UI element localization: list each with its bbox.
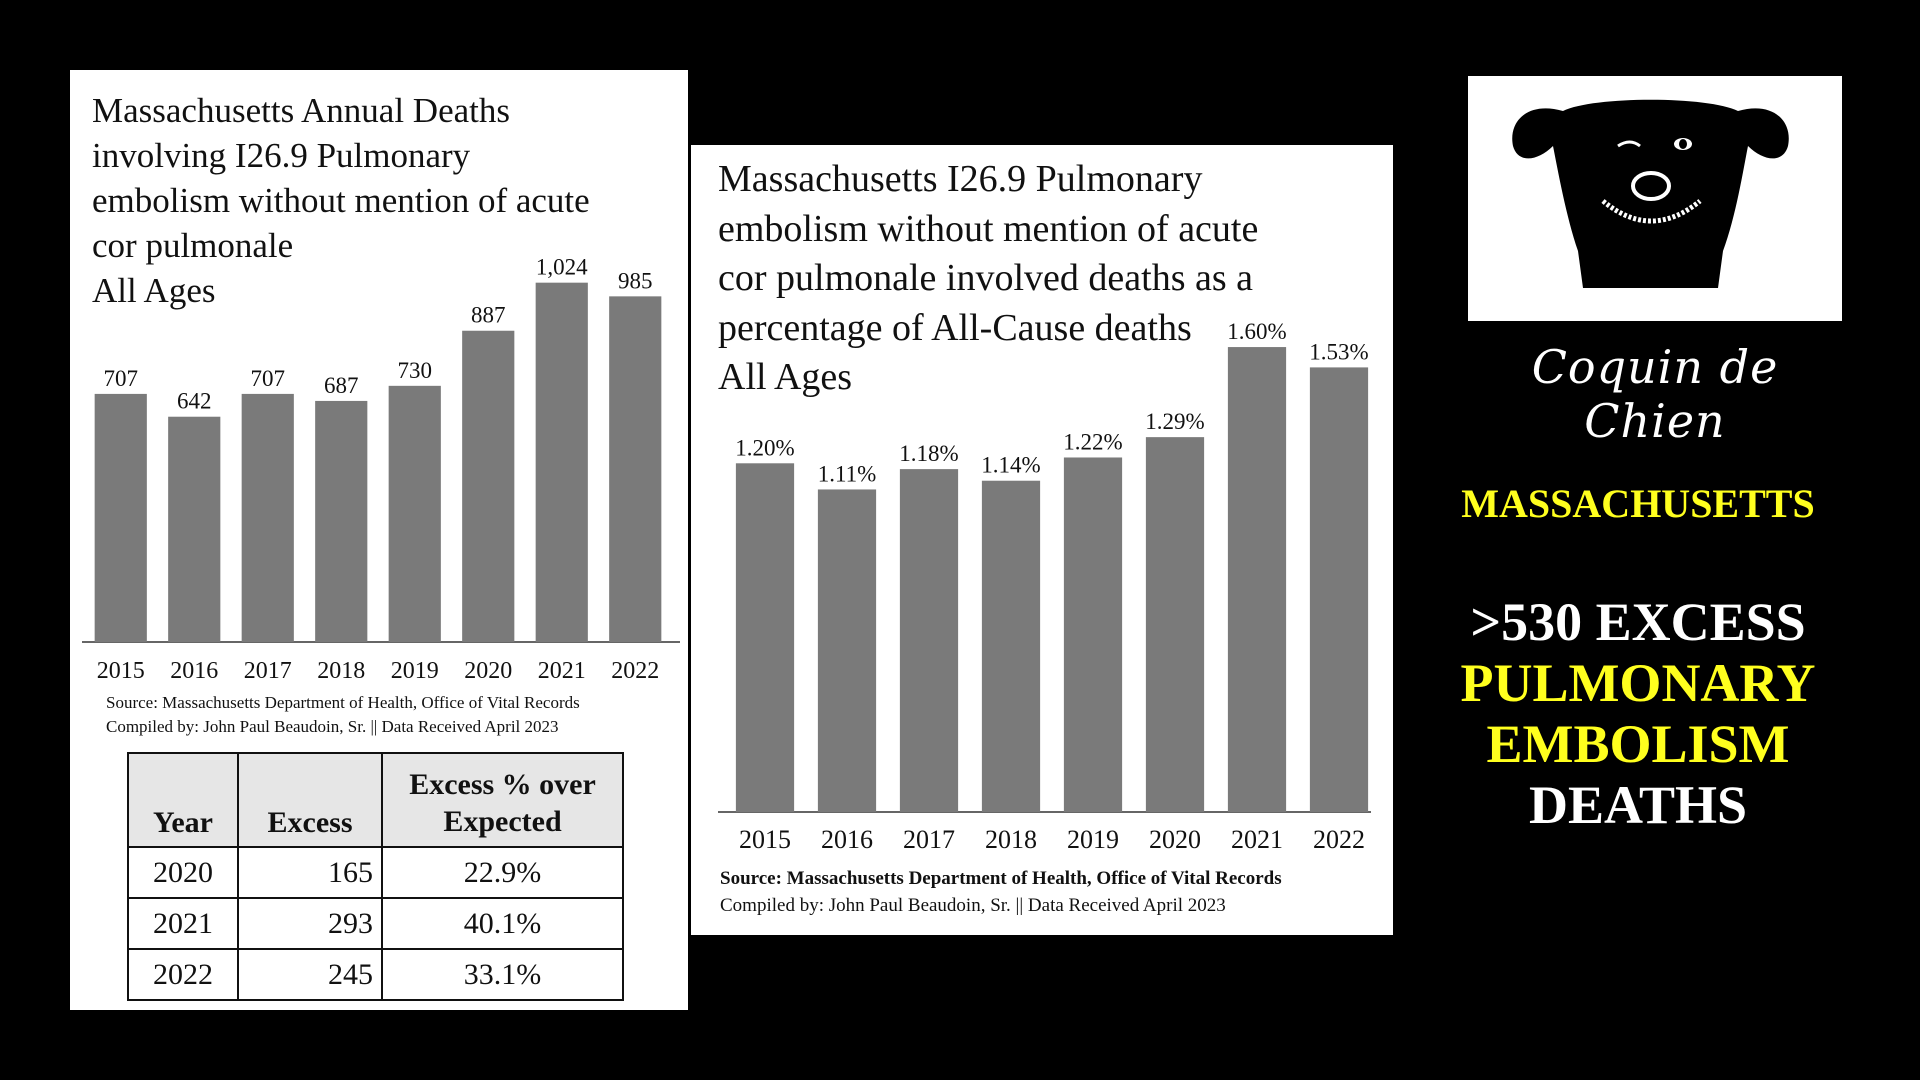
row-year: 2020 [127, 846, 239, 899]
bar-value-label: 730 [398, 358, 433, 383]
chart2-title-line: percentage of All-Cause deaths [718, 306, 1192, 349]
excess-table: Year Excess Excess % over Expected 2020 … [127, 752, 624, 1001]
headline-line: DEATHS [1528, 775, 1748, 835]
chart2-title: Massachusetts I26.9 Pulmonary embolism w… [718, 155, 1378, 403]
x-tick-label: 2018 [317, 658, 365, 684]
logo [1468, 76, 1842, 321]
header-excess: Excess [237, 752, 383, 848]
percentage-panel: Massachusetts I26.9 Pulmonary embolism w… [691, 145, 1393, 935]
bar [981, 480, 1041, 812]
row-excess: 293 [237, 897, 383, 950]
table-row: 2020 165 22.9% [127, 846, 624, 899]
bar [241, 393, 294, 642]
row-year: 2022 [127, 948, 239, 1001]
row-pct: 33.1% [381, 948, 624, 1001]
bar [609, 296, 662, 642]
chart1-title-line: embolism without mention of acute [92, 181, 590, 220]
bar-value-label: 1.18% [899, 441, 958, 466]
bar [735, 463, 795, 812]
brand-name: Coquin de Chien [1531, 340, 1779, 448]
bar-value-label: 1.20% [735, 435, 794, 460]
x-tick-label: 2016 [170, 658, 218, 684]
bar-value-label: 707 [251, 366, 286, 391]
bar-value-label: 1.60% [1227, 319, 1286, 344]
bar-value-label: 707 [104, 366, 139, 391]
bar [462, 330, 515, 642]
chart2-compiled-line: Compiled by: John Paul Beaudoin, Sr. || … [720, 895, 1226, 916]
chart1-title-line: All Ages [92, 271, 216, 310]
bar [1309, 367, 1369, 812]
headline-line: >530 EXCESS [1470, 592, 1806, 652]
row-pct: 22.9% [381, 846, 624, 899]
bar [535, 282, 588, 642]
chart1-title: Massachusetts Annual Deaths involving I2… [92, 88, 682, 313]
row-year: 2021 [127, 897, 239, 950]
bar [1227, 347, 1287, 812]
bar-value-label: 1.22% [1063, 429, 1122, 454]
excess-table-header: Year Excess Excess % over Expected [127, 752, 624, 848]
chart2-source: Source: Massachusetts Department of Heal… [720, 865, 1282, 919]
x-tick-label: 2019 [391, 658, 439, 684]
bar-value-label: 687 [324, 373, 359, 398]
state-label: MASSACHUSETTS [1461, 481, 1815, 526]
bar [817, 489, 877, 812]
dog-face-icon [1512, 99, 1789, 288]
x-tick-label: 2017 [903, 825, 955, 854]
bar-value-label: 642 [177, 389, 212, 414]
chart2-title-line: All Ages [718, 356, 853, 398]
bar-value-label: 985 [618, 268, 653, 293]
row-excess: 245 [237, 948, 383, 1001]
bar [1145, 437, 1205, 812]
bar [315, 400, 368, 642]
x-tick-label: 2015 [739, 825, 791, 854]
header-excess-pct-line2: Expected [443, 805, 562, 838]
chart1-title-line: Massachusetts Annual Deaths [92, 91, 510, 130]
x-tick-label: 2018 [985, 825, 1037, 854]
chart1-compiled-line: Compiled by: John Paul Beaudoin, Sr. || … [106, 717, 559, 736]
x-tick-label: 2021 [538, 658, 586, 684]
x-tick-label: 2022 [1313, 825, 1365, 854]
chart1-source-line: Source: Massachusetts Department of Heal… [106, 693, 580, 712]
header-excess-pct: Excess % over Expected [381, 752, 624, 848]
row-pct: 40.1% [381, 897, 624, 950]
bar-value-label: 887 [471, 303, 506, 328]
chart1-title-line: involving I26.9 Pulmonary [92, 136, 471, 175]
chart2-title-line: Massachusetts I26.9 Pulmonary [718, 158, 1203, 200]
chart2-title-line: cor pulmonale involved deaths as a [718, 257, 1254, 299]
chart2-source-line: Source: Massachusetts Department of Heal… [720, 868, 1282, 889]
annual-deaths-panel: Massachusetts Annual Deaths involving I2… [70, 70, 688, 1010]
x-tick-label: 2021 [1231, 825, 1283, 854]
chart2-bars: 1.20% 2015 1.11% 2016 1.18% 2017 1.14% 2018 1.22… [718, 319, 1371, 854]
bar-value-label: 1.29% [1145, 409, 1204, 434]
headline-line: EMBOLISM [1486, 714, 1790, 774]
bar [388, 385, 441, 642]
chart1-source: Source: Massachusetts Department of Heal… [106, 691, 580, 739]
x-tick-label: 2017 [244, 658, 292, 684]
bar [899, 469, 959, 812]
header-year: Year [127, 752, 239, 848]
table-row: 2022 245 33.1% [127, 948, 624, 1001]
bar-value-label: 1,024 [536, 255, 588, 280]
bar [168, 416, 221, 642]
x-tick-label: 2019 [1067, 825, 1119, 854]
header-excess-pct-line1: Excess % over [409, 768, 596, 801]
chart1-title-line: cor pulmonale [92, 226, 294, 265]
x-tick-label: 2016 [821, 825, 873, 854]
row-excess: 165 [237, 846, 383, 899]
bar-value-label: 1.53% [1309, 339, 1368, 364]
headline: >530 EXCESS PULMONARY EMBOLISM DEATHS [1418, 592, 1858, 836]
x-tick-label: 2015 [97, 658, 145, 684]
bar [94, 393, 147, 642]
x-tick-label: 2020 [464, 658, 512, 684]
bar-value-label: 1.14% [981, 453, 1040, 478]
bar [1063, 457, 1123, 812]
headline-line: PULMONARY [1460, 653, 1816, 713]
x-tick-label: 2022 [611, 658, 659, 684]
chart2-title-line: embolism without mention of acute [718, 207, 1259, 250]
table-row: 2021 293 40.1% [127, 897, 624, 950]
bar-value-label: 1.11% [818, 461, 877, 486]
x-tick-label: 2020 [1149, 825, 1201, 854]
chart1-bars: 707 2015 642 2016 707 2017 687 2018 730 2019 887 20… [82, 255, 680, 684]
